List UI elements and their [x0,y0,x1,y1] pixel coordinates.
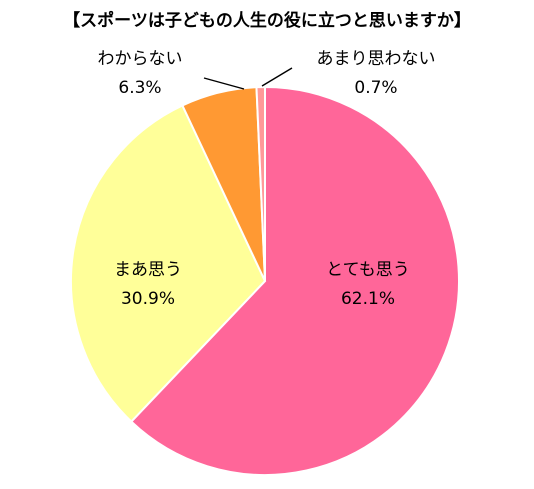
slice-label-maa: まあ思う [114,260,182,280]
slice-amari [255,85,266,282]
slice-label-wakaranai: わからない [98,49,183,69]
slice-label-amari: あまり思わない [317,49,436,69]
slice-value-amari: 0.7% [354,78,397,98]
pie-slices [70,85,460,476]
slice-label-totemo: とても思う [326,260,410,280]
slice-value-totemo: 62.1% [341,289,395,309]
chart-title: 【スポーツは子どもの人生の役に立つと思いますか】 [63,10,471,31]
leader-line-amari [261,67,293,87]
slice-value-maa: 30.9% [121,289,175,309]
leader-line-wakaranai [203,77,245,90]
slice-totemo [129,85,460,476]
slice-maa [70,104,267,423]
slice-value-wakaranai: 6.3% [118,78,161,98]
